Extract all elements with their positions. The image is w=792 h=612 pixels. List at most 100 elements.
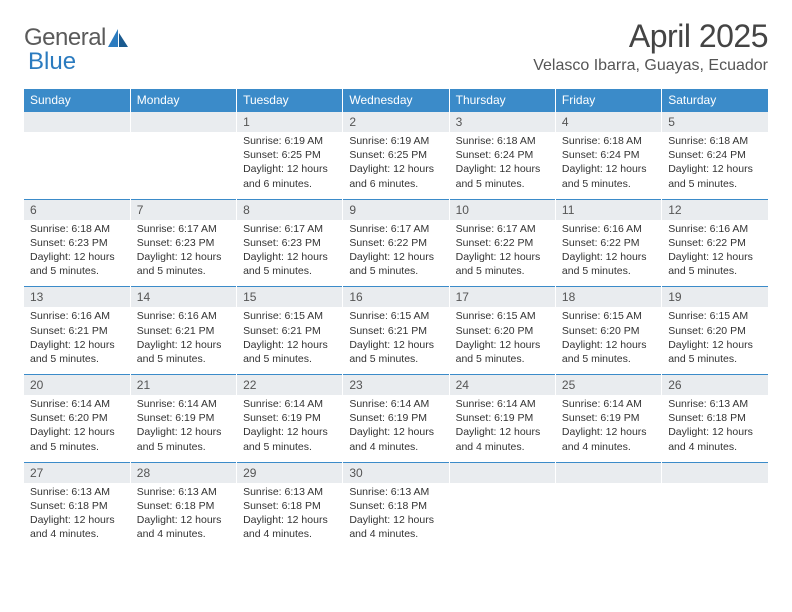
day1-line: Daylight: 12 hours: [668, 162, 762, 176]
day-number: [662, 463, 768, 481]
sunrise-line: Sunrise: 6:14 AM: [137, 397, 230, 411]
day-number-cell: 21: [130, 375, 236, 396]
day2-line: and 6 minutes.: [243, 177, 336, 191]
sunset-line: Sunset: 6:25 PM: [349, 148, 442, 162]
sunset-line: Sunset: 6:22 PM: [349, 236, 442, 250]
day-number: 27: [24, 463, 130, 483]
day-details-cell: Sunrise: 6:18 AMSunset: 6:24 PMDaylight:…: [555, 132, 661, 199]
day-number-cell: 19: [662, 287, 768, 308]
empty-day: [668, 485, 762, 537]
sunset-line: Sunset: 6:22 PM: [456, 236, 549, 250]
day2-line: and 5 minutes.: [562, 352, 655, 366]
day1-line: Daylight: 12 hours: [349, 513, 442, 527]
day-number-cell: 13: [24, 287, 130, 308]
day2-line: and 5 minutes.: [137, 352, 230, 366]
day-details-cell: Sunrise: 6:13 AMSunset: 6:18 PMDaylight:…: [237, 483, 343, 550]
day-number: [131, 112, 236, 130]
day1-line: Daylight: 12 hours: [562, 338, 655, 352]
sunrise-line: Sunrise: 6:18 AM: [668, 134, 762, 148]
sunrise-line: Sunrise: 6:17 AM: [349, 222, 442, 236]
day-details-cell: [662, 483, 768, 550]
day-number: 25: [556, 375, 661, 395]
day-number-cell: 12: [662, 199, 768, 220]
day1-line: Daylight: 12 hours: [243, 162, 336, 176]
day2-line: and 4 minutes.: [349, 440, 442, 454]
sunset-line: Sunset: 6:24 PM: [456, 148, 549, 162]
day-details-cell: Sunrise: 6:18 AMSunset: 6:24 PMDaylight:…: [662, 132, 768, 199]
sunset-line: Sunset: 6:20 PM: [668, 324, 762, 338]
day2-line: and 5 minutes.: [30, 440, 124, 454]
day2-line: and 5 minutes.: [349, 264, 442, 278]
day-number-cell: 7: [130, 199, 236, 220]
day2-line: and 5 minutes.: [243, 352, 336, 366]
weekday-header: Thursday: [449, 89, 555, 112]
day-number-cell: 20: [24, 375, 130, 396]
empty-day: [30, 134, 124, 186]
day2-line: and 5 minutes.: [668, 352, 762, 366]
sunrise-line: Sunrise: 6:15 AM: [562, 309, 655, 323]
day-number: 7: [131, 200, 236, 220]
calendar-table: Sunday Monday Tuesday Wednesday Thursday…: [24, 89, 768, 549]
day2-line: and 5 minutes.: [243, 264, 336, 278]
day1-line: Daylight: 12 hours: [668, 250, 762, 264]
sunrise-line: Sunrise: 6:17 AM: [456, 222, 549, 236]
day-number-cell: 18: [555, 287, 661, 308]
day-details-cell: Sunrise: 6:15 AMSunset: 6:21 PMDaylight:…: [343, 307, 449, 374]
day2-line: and 5 minutes.: [562, 264, 655, 278]
sunrise-line: Sunrise: 6:15 AM: [243, 309, 336, 323]
day1-line: Daylight: 12 hours: [30, 338, 124, 352]
sunset-line: Sunset: 6:19 PM: [137, 411, 230, 425]
week-number-row: 12345: [24, 112, 768, 133]
day1-line: Daylight: 12 hours: [243, 513, 336, 527]
day1-line: Daylight: 12 hours: [456, 162, 549, 176]
day-number-cell: 22: [237, 375, 343, 396]
day1-line: Daylight: 12 hours: [349, 250, 442, 264]
day-number-cell: [24, 112, 130, 133]
sunset-line: Sunset: 6:21 PM: [349, 324, 442, 338]
week-number-row: 6789101112: [24, 199, 768, 220]
day-number-cell: [449, 462, 555, 483]
sunrise-line: Sunrise: 6:14 AM: [243, 397, 336, 411]
day1-line: Daylight: 12 hours: [30, 250, 124, 264]
weekday-header: Sunday: [24, 89, 130, 112]
week-details-row: Sunrise: 6:13 AMSunset: 6:18 PMDaylight:…: [24, 483, 768, 550]
day-number-cell: 28: [130, 462, 236, 483]
day-details-cell: Sunrise: 6:19 AMSunset: 6:25 PMDaylight:…: [237, 132, 343, 199]
sunrise-line: Sunrise: 6:15 AM: [456, 309, 549, 323]
day-details-cell: Sunrise: 6:18 AMSunset: 6:24 PMDaylight:…: [449, 132, 555, 199]
day-number-cell: 5: [662, 112, 768, 133]
sunrise-line: Sunrise: 6:14 AM: [456, 397, 549, 411]
location-subtitle: Velasco Ibarra, Guayas, Ecuador: [533, 57, 768, 75]
sunset-line: Sunset: 6:18 PM: [349, 499, 442, 513]
day1-line: Daylight: 12 hours: [668, 425, 762, 439]
sunrise-line: Sunrise: 6:16 AM: [30, 309, 124, 323]
weekday-header: Saturday: [662, 89, 768, 112]
day-details-cell: Sunrise: 6:13 AMSunset: 6:18 PMDaylight:…: [24, 483, 130, 550]
sunset-line: Sunset: 6:23 PM: [243, 236, 336, 250]
day2-line: and 5 minutes.: [137, 440, 230, 454]
day2-line: and 5 minutes.: [668, 177, 762, 191]
day1-line: Daylight: 12 hours: [137, 513, 230, 527]
day-details-cell: Sunrise: 6:17 AMSunset: 6:23 PMDaylight:…: [237, 220, 343, 287]
day-details-cell: Sunrise: 6:15 AMSunset: 6:20 PMDaylight:…: [555, 307, 661, 374]
day1-line: Daylight: 12 hours: [562, 162, 655, 176]
weekday-header: Monday: [130, 89, 236, 112]
empty-day: [456, 485, 549, 537]
day-number: 30: [343, 463, 448, 483]
sunrise-line: Sunrise: 6:13 AM: [30, 485, 124, 499]
sunset-line: Sunset: 6:19 PM: [349, 411, 442, 425]
sunset-line: Sunset: 6:18 PM: [243, 499, 336, 513]
day-details-cell: Sunrise: 6:14 AMSunset: 6:19 PMDaylight:…: [130, 395, 236, 462]
day-number: [450, 463, 555, 481]
day1-line: Daylight: 12 hours: [349, 338, 442, 352]
day2-line: and 4 minutes.: [668, 440, 762, 454]
day-number-cell: 30: [343, 462, 449, 483]
day-number: 14: [131, 287, 236, 307]
day-number-cell: [555, 462, 661, 483]
day-number: 22: [237, 375, 342, 395]
sunset-line: Sunset: 6:18 PM: [137, 499, 230, 513]
title-block: April 2025 Velasco Ibarra, Guayas, Ecuad…: [533, 18, 768, 75]
day-details-cell: Sunrise: 6:17 AMSunset: 6:22 PMDaylight:…: [343, 220, 449, 287]
day-number-cell: 6: [24, 199, 130, 220]
day-number: 15: [237, 287, 342, 307]
